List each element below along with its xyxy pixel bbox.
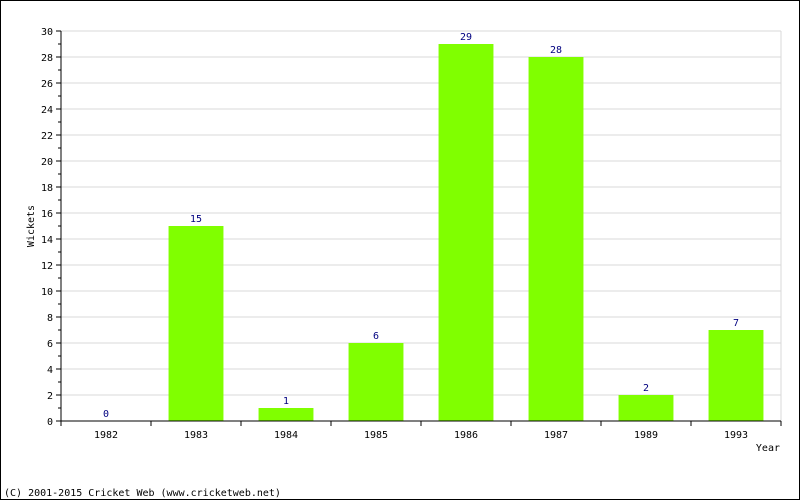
x-tick-label-1993: 1993 xyxy=(724,430,748,441)
x-tick-label-1984: 1984 xyxy=(274,430,298,441)
x-tick-label-1983: 1983 xyxy=(184,430,208,441)
copyright-text: (C) 2001-2015 Cricket Web (www.cricketwe… xyxy=(4,488,281,499)
y-tick-label-30: 30 xyxy=(41,27,53,38)
data-label-1989: 2 xyxy=(643,383,649,394)
data-label-1984: 1 xyxy=(283,396,289,407)
bar-1989 xyxy=(618,395,674,421)
bar-1985 xyxy=(348,343,404,421)
x-axis-label: Year xyxy=(756,443,780,454)
data-label-1993: 7 xyxy=(733,318,739,329)
y-tick-label-26: 26 xyxy=(41,79,53,90)
y-tick-label-0: 0 xyxy=(47,417,53,428)
y-tick-label-22: 22 xyxy=(41,131,53,142)
y-tick-label-16: 16 xyxy=(41,209,53,220)
y-tick-label-14: 14 xyxy=(41,235,53,246)
y-tick-label-24: 24 xyxy=(41,105,53,116)
bar-1986 xyxy=(438,44,494,421)
axes xyxy=(56,30,782,426)
y-tick-label-28: 28 xyxy=(41,53,53,64)
y-tick-label-20: 20 xyxy=(41,157,53,168)
bar-1993 xyxy=(708,330,764,421)
bars xyxy=(168,44,764,421)
y-axis-label: Wickets xyxy=(26,205,37,247)
data-label-1983: 15 xyxy=(190,214,202,225)
y-tick-label-6: 6 xyxy=(47,339,53,350)
data-label-1986: 29 xyxy=(460,32,472,43)
y-tick-label-18: 18 xyxy=(41,183,53,194)
data-label-1985: 6 xyxy=(373,331,379,342)
x-tick-label-1982: 1982 xyxy=(94,430,118,441)
x-tick-label-1985: 1985 xyxy=(364,430,388,441)
bar-1983 xyxy=(168,226,224,421)
y-tick-label-2: 2 xyxy=(47,391,53,402)
y-tick-label-4: 4 xyxy=(47,365,53,376)
y-tick-label-8: 8 xyxy=(47,313,53,324)
bar-1984 xyxy=(258,408,314,421)
y-tick-label-12: 12 xyxy=(41,261,53,272)
bar-1987 xyxy=(528,57,584,421)
x-tick-label-1986: 1986 xyxy=(454,430,478,441)
y-tick-label-10: 10 xyxy=(41,287,53,298)
data-label-1982: 0 xyxy=(103,409,109,420)
data-label-1987: 28 xyxy=(550,45,562,56)
x-tick-label-1987: 1987 xyxy=(544,430,568,441)
x-tick-label-1989: 1989 xyxy=(634,430,658,441)
